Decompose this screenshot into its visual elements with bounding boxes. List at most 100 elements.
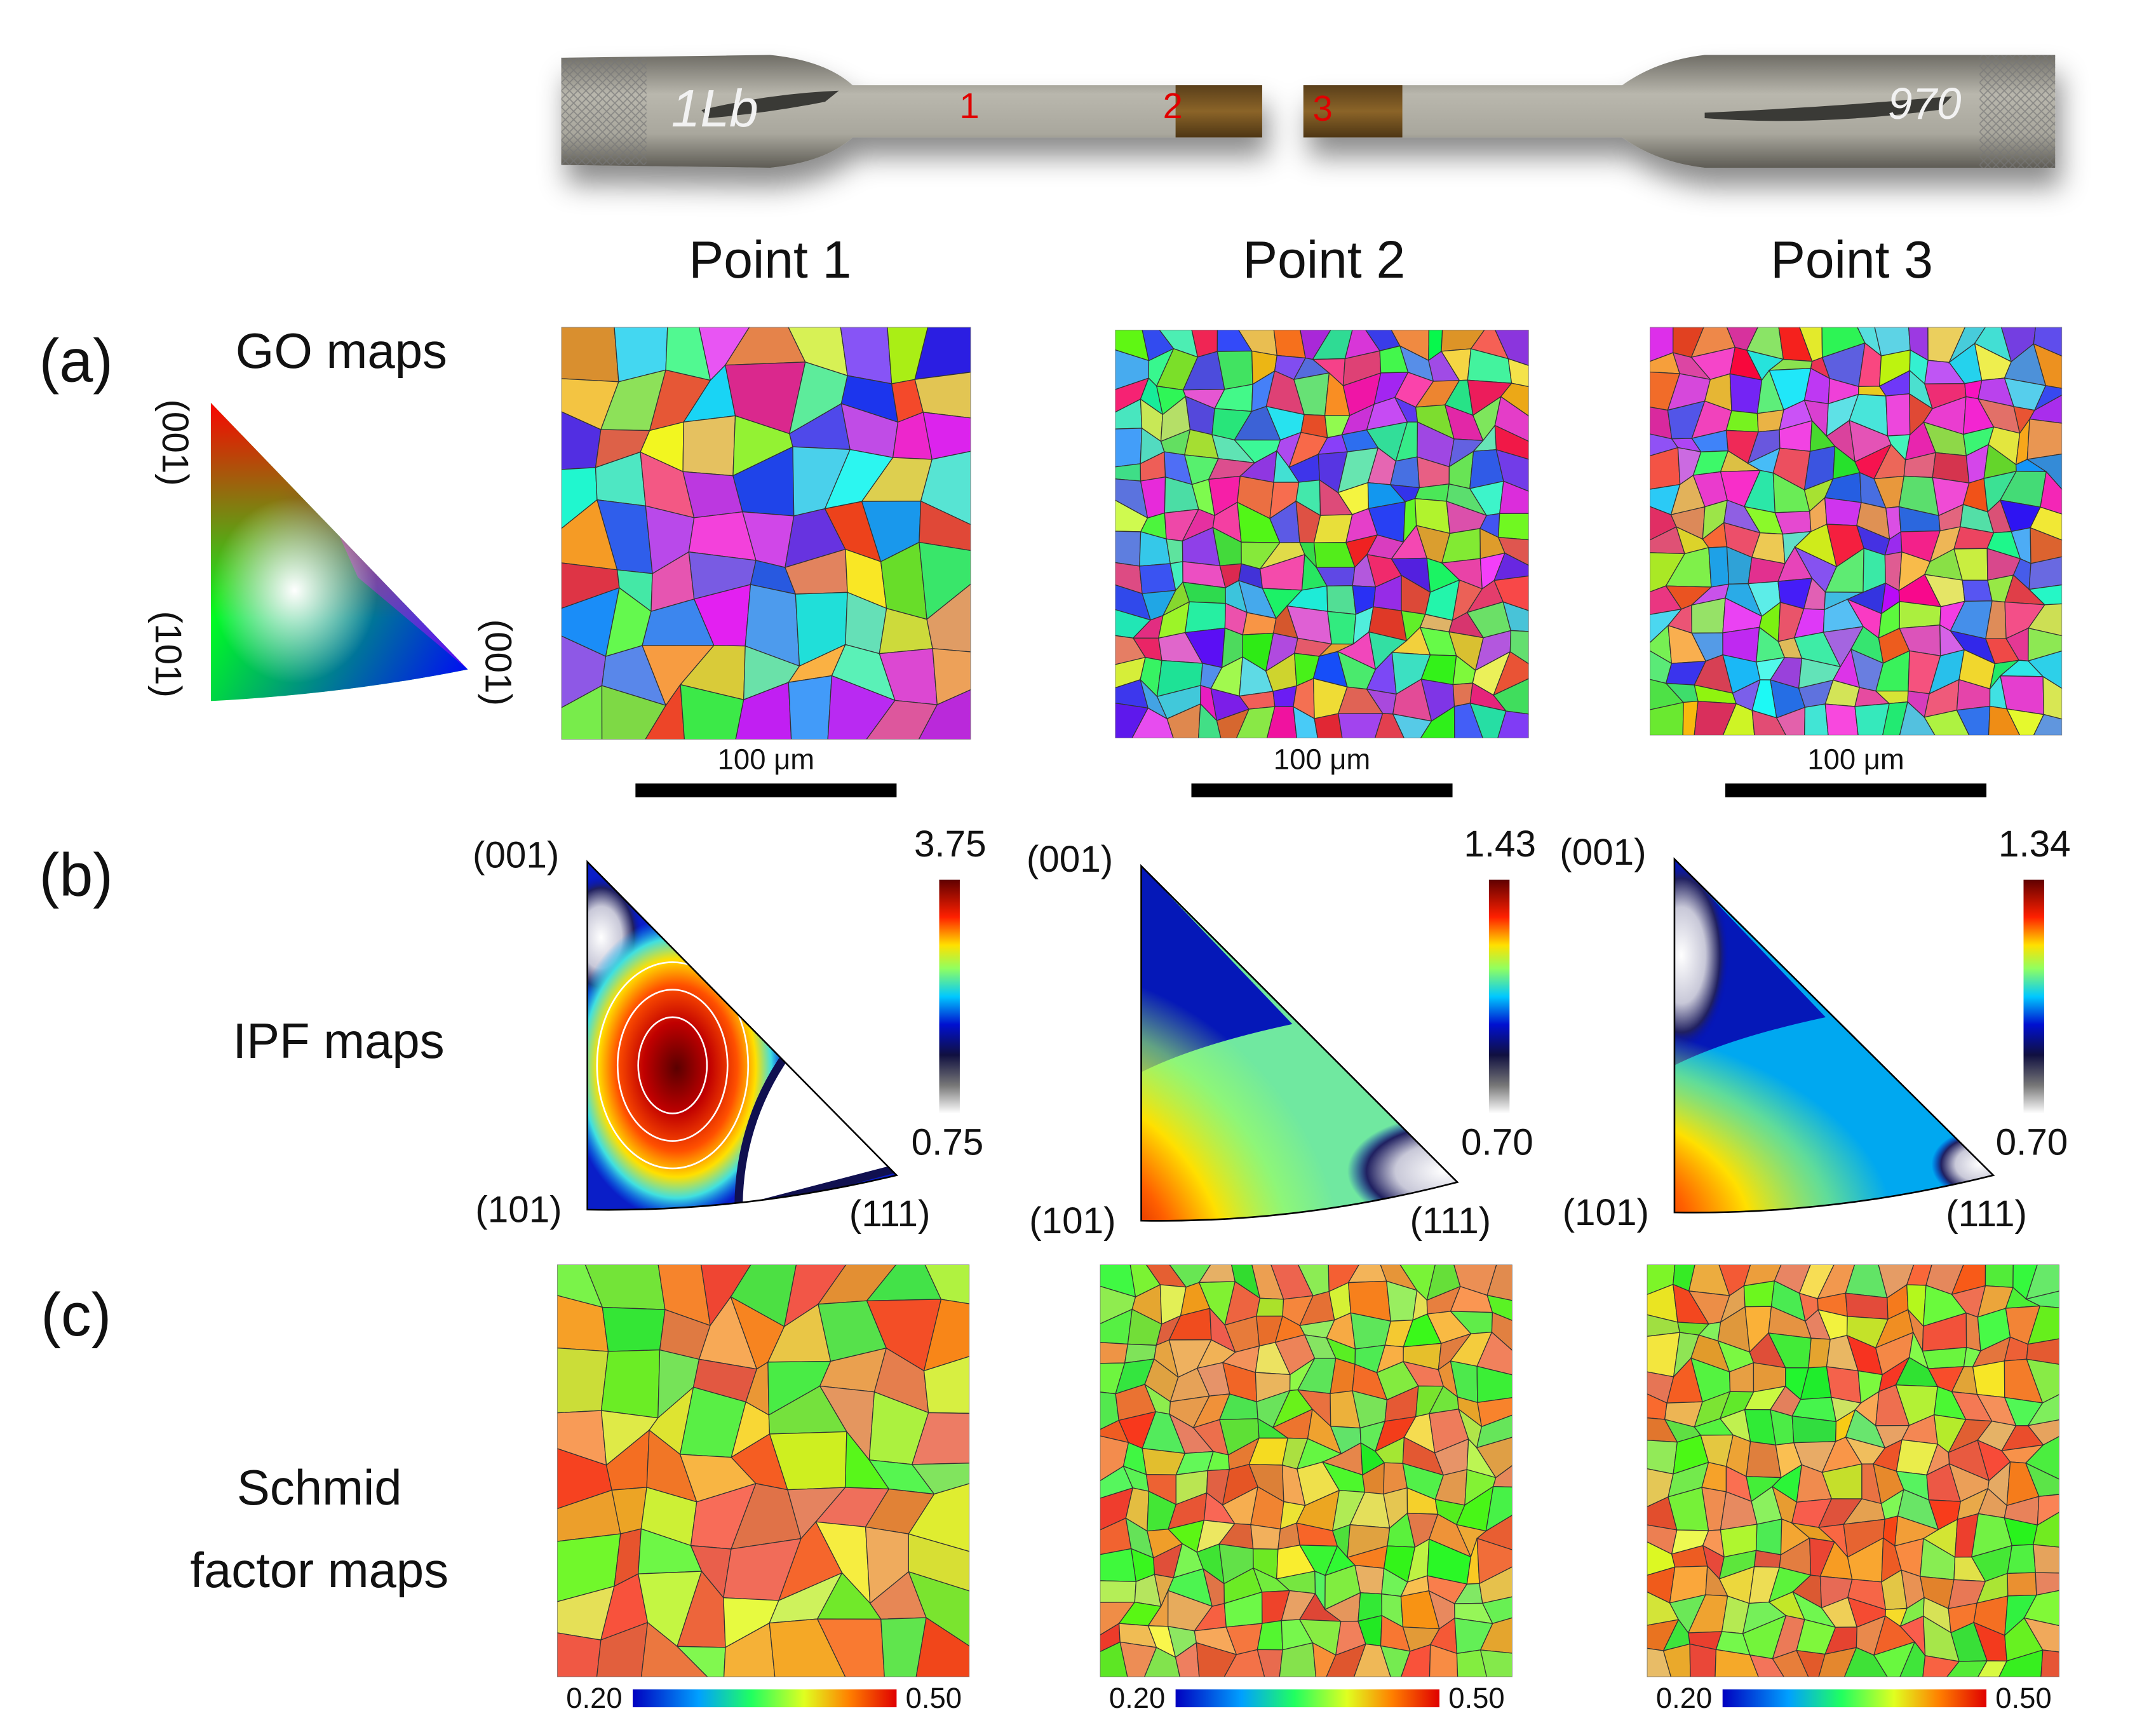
knurl — [1979, 55, 2056, 168]
grain — [1476, 1437, 1513, 1478]
groove — [1704, 96, 1952, 121]
grain — [2040, 470, 2063, 515]
grain — [1400, 1644, 1431, 1677]
grain — [1494, 424, 1529, 460]
specimen-right — [1303, 55, 2056, 168]
grain — [914, 372, 971, 419]
grain — [1492, 1465, 1513, 1488]
grain — [2026, 453, 2063, 491]
grain — [1131, 707, 1174, 738]
fracture-tip — [1303, 85, 1403, 138]
grain — [645, 683, 685, 740]
grain — [1796, 1649, 1826, 1677]
grain — [1143, 1647, 1181, 1677]
grain — [1166, 703, 1201, 738]
grain — [1694, 700, 1737, 736]
grain — [880, 1617, 927, 1677]
grain — [911, 1412, 970, 1465]
grain — [1115, 531, 1142, 567]
grain — [1977, 1660, 2008, 1677]
colorbar-min: 0.75 — [912, 1122, 984, 1163]
ipf-corner: (001) — [473, 834, 559, 876]
knurl — [561, 57, 647, 165]
grain — [1729, 373, 1763, 414]
scale-bar-label: 100 μm — [1807, 743, 1904, 776]
grain — [1491, 1311, 1513, 1351]
ipf-map — [1674, 859, 1993, 1213]
grain — [601, 685, 667, 740]
ipf-corner: (001) — [1560, 832, 1646, 873]
ipf-corner: (111) — [1410, 1200, 1491, 1241]
scale-bar-label: 100 μm — [718, 743, 814, 776]
grain — [1279, 1642, 1317, 1677]
colorbar-min: 0.70 — [1461, 1122, 1533, 1163]
fracture-tip — [1175, 85, 1262, 138]
grain — [2042, 675, 2063, 720]
grain — [788, 675, 833, 740]
grain — [911, 1463, 970, 1495]
grain — [1479, 1649, 1513, 1677]
grain — [1216, 708, 1250, 738]
colorbar-min: 0.20 — [1109, 1682, 1165, 1714]
grain — [1115, 702, 1149, 738]
grain — [1256, 1297, 1284, 1317]
grain — [1175, 1642, 1200, 1677]
grain — [676, 1646, 726, 1677]
grain — [1453, 703, 1483, 738]
grain — [1476, 1538, 1513, 1585]
colorbar-min: 0.70 — [1996, 1122, 2068, 1163]
grain — [735, 682, 792, 740]
panel-label: (b) — [39, 842, 113, 909]
grain — [2028, 603, 2063, 637]
grain — [1115, 428, 1143, 468]
grain — [2007, 1572, 2037, 1597]
grain — [561, 327, 619, 382]
grain — [2026, 1358, 2059, 1404]
grain — [2025, 1435, 2059, 1480]
grain — [1337, 713, 1384, 738]
grain — [908, 1571, 970, 1647]
ipf-corner: (111) — [849, 1193, 931, 1235]
grain — [1429, 1644, 1459, 1677]
ipf-key — [210, 402, 468, 701]
grain — [920, 450, 971, 525]
grain — [1751, 710, 1787, 736]
scale-bar-label: 100 μm — [1274, 743, 1370, 776]
grain — [1293, 706, 1319, 738]
grain — [1682, 700, 1699, 736]
grain — [1495, 449, 1529, 492]
grain — [1326, 1643, 1366, 1677]
grain — [918, 689, 971, 740]
colorbar-min: 0.20 — [1656, 1682, 1712, 1714]
grain — [932, 648, 971, 706]
grain — [1493, 575, 1529, 611]
row-title: IPF maps — [232, 1013, 444, 1069]
ipf-corner: (111) — [1946, 1193, 2027, 1235]
grain — [1479, 1566, 1513, 1604]
scale-bar — [1725, 783, 1987, 797]
grain — [1689, 1643, 1717, 1677]
grain — [596, 1621, 649, 1677]
colorbar-max: 0.50 — [906, 1682, 962, 1714]
grain — [2026, 1338, 2059, 1365]
grain — [1500, 382, 1529, 417]
grain — [1139, 563, 1176, 594]
ipf-outline — [1673, 857, 1995, 1214]
grain — [924, 1264, 970, 1304]
grain — [1493, 678, 1529, 715]
grain — [1184, 601, 1226, 633]
grain — [1494, 396, 1529, 442]
grain — [1481, 1596, 1513, 1625]
grain — [865, 700, 938, 740]
grain — [2040, 1649, 2059, 1677]
grain — [557, 1632, 602, 1677]
grain — [1843, 1647, 1888, 1677]
grain — [1250, 1524, 1281, 1550]
grain — [2035, 1572, 2059, 1596]
specimen-left — [561, 55, 1262, 168]
groove — [701, 90, 839, 119]
grain — [923, 1356, 970, 1414]
contour — [596, 961, 750, 1170]
grain — [2033, 343, 2063, 389]
